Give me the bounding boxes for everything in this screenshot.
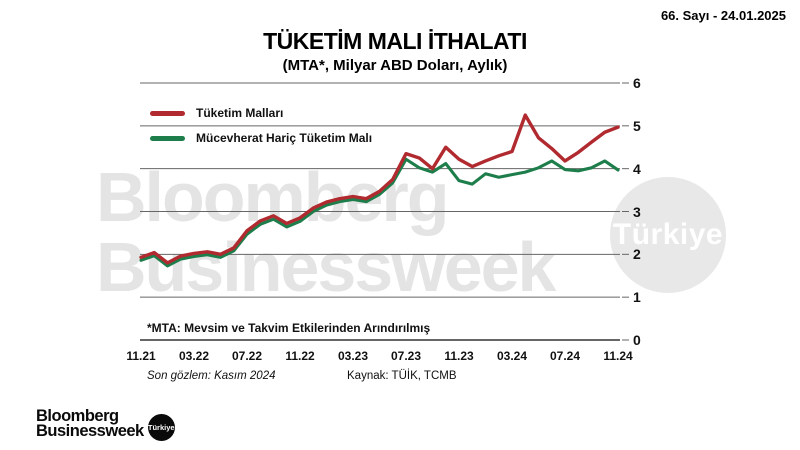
turkiye-badge-label: Türkiye — [147, 423, 175, 432]
watermark-line-2: Businessweek — [96, 228, 556, 306]
issue-date-label: 66. Sayı - 24.01.2025 — [660, 8, 786, 23]
logo-text: Bloomberg Businessweek — [36, 407, 144, 440]
x-axis-label-07.23: 07.23 — [390, 349, 422, 363]
red-line-swatch — [150, 110, 185, 116]
y-axis-label-6: 6 — [633, 75, 641, 91]
x-axis-label-11.21: 11.21 — [126, 349, 156, 363]
y-axis-label-0: 0 — [633, 332, 641, 348]
mta-footnote: *MTA: Mevsim ve Takvim Etkilerinden Arın… — [147, 321, 431, 335]
x-axis-label-03.24: 03.24 — [496, 349, 528, 363]
x-axis-label-03.23: 03.23 — [337, 349, 369, 363]
x-axis-label-07.24: 07.24 — [549, 349, 581, 363]
bloomberg-businessweek-logo: Bloomberg Businessweek Türkiye — [36, 407, 175, 441]
logo-line-2: Businessweek — [36, 422, 144, 440]
watermark-text: Bloomberg Businessweek — [96, 162, 556, 306]
y-axis-label-4: 4 — [633, 160, 641, 177]
legend-label: Tüketim Malları — [196, 106, 284, 120]
y-axis-label-2: 2 — [633, 246, 641, 263]
watermark-circle: Türkiye — [610, 177, 726, 293]
watermark-circle-label: Türkiye — [612, 218, 724, 251]
legend-label: Mücevherat Hariç Tüketim Malı — [196, 131, 373, 145]
y-axis-label-3: 3 — [633, 203, 641, 220]
x-axis-label-11.23: 11.23 — [444, 349, 474, 363]
x-axis-label-11.22: 11.22 — [285, 349, 315, 363]
turkiye-badge: Türkiye — [147, 414, 175, 441]
x-axis-label-11.24: 11.24 — [603, 349, 633, 363]
x-axis-label-03.22: 03.22 — [178, 349, 210, 363]
page-subtitle: (MTA*, Milyar ABD Doları, Aylık) — [282, 57, 508, 74]
y-axis-label-1: 1 — [633, 289, 641, 306]
y-axis-label-5: 5 — [633, 117, 641, 134]
legend-item-mucevherat-haric: Mücevherat Hariç Tüketim Malı — [150, 131, 372, 145]
x-axis-label-07.22: 07.22 — [231, 349, 263, 363]
logo-line-1: Bloomberg — [36, 407, 119, 425]
chart-header: TÜKETİM MALI İTHALATI (MTA*, Milyar ABD … — [130, 28, 660, 74]
mucevherat-haric-line — [139, 157, 620, 268]
last-observation-note: Son gözlem: Kasım 2024 — [147, 370, 276, 382]
source-note: Kaynak: TÜİK, TCMB — [347, 370, 457, 382]
legend-item-tuketim-mallari: Tüketim Malları — [150, 106, 283, 120]
page-title: TÜKETİM MALI İTHALATI — [263, 28, 527, 54]
green-line-swatch — [150, 135, 185, 141]
tuketim-mallari-line — [139, 113, 620, 265]
